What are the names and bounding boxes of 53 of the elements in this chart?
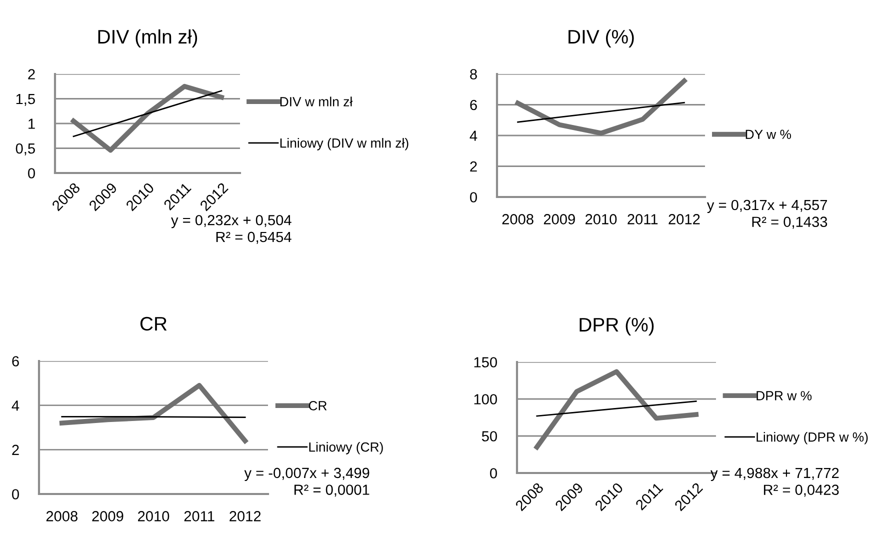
- y-tick-label: 50: [482, 431, 497, 442]
- line-series: [515, 78, 687, 136]
- line-series: [71, 84, 224, 153]
- chart-title: DIV (%): [568, 29, 634, 48]
- text: R² = 0,5454: [216, 232, 292, 244]
- y-tick-label: 1: [28, 118, 35, 129]
- legend-label: DIV w mln zł: [280, 96, 353, 106]
- y-tick-label: 0: [490, 468, 497, 478]
- line-series: [517, 102, 685, 123]
- x-tick-label: 2011: [628, 214, 658, 224]
- y-tick-label: 6: [12, 356, 19, 366]
- x-tick-label: 2009: [544, 214, 575, 224]
- y-tick-label: 0: [470, 192, 477, 202]
- legend-label: DY w %: [746, 130, 792, 139]
- y-tick-label: 100: [474, 394, 497, 404]
- text: R² = 0,0001: [294, 484, 370, 497]
- y-tick-label: 2: [12, 444, 19, 455]
- x-tick-label: 2008: [502, 214, 534, 224]
- x-tick-label: 2009: [92, 511, 124, 522]
- line-series: [536, 400, 697, 417]
- text: R² = 0,0423: [764, 484, 839, 497]
- y-tick-label: 0: [28, 168, 35, 178]
- chart-title: DPR (%): [580, 317, 654, 336]
- line-series: [534, 369, 699, 450]
- x-tick-label: 2012: [668, 214, 700, 224]
- line-series: [59, 382, 248, 444]
- chart-title: CR: [140, 316, 167, 331]
- text: R² = 0,1433: [752, 216, 828, 229]
- y-tick-label: 4: [470, 130, 478, 141]
- line-series: [72, 90, 222, 138]
- annotation: y = -0,007x + 3,499: [244, 468, 370, 481]
- text: y = 0,317x + 4,557: [706, 200, 827, 214]
- y-tick-label: 2: [28, 69, 35, 80]
- text: y = 0,232x + 0,504: [171, 214, 292, 228]
- y-tick-label: 8: [470, 69, 477, 80]
- y-tick-label: 1,5: [16, 94, 35, 106]
- y-tick-label: 0: [12, 489, 19, 500]
- annotation: y = 4,988x + 71,772: [710, 468, 839, 482]
- y-tick-label: 4: [12, 400, 20, 411]
- legend-label: Liniowy (DIV w mln zł): [280, 138, 408, 150]
- chart-title: DIV (mln zł): [98, 29, 198, 48]
- legend-label: DPR w %: [756, 391, 812, 400]
- y-tick-label: 6: [470, 100, 477, 110]
- legend-label: Liniowy (DPR w %): [756, 432, 868, 444]
- x-tick-label: 2010: [138, 511, 170, 522]
- y-tick-label: 150: [474, 357, 497, 368]
- y-tick-label: 0,5: [16, 143, 35, 156]
- x-tick-label: 2010: [586, 214, 617, 224]
- x-tick-label: 2011: [184, 511, 214, 522]
- legend-label: Liniowy (CR): [309, 442, 383, 454]
- x-tick-label: 2012: [230, 511, 261, 522]
- y-tick-label: 2: [470, 161, 477, 172]
- x-tick-label: 2008: [46, 511, 78, 522]
